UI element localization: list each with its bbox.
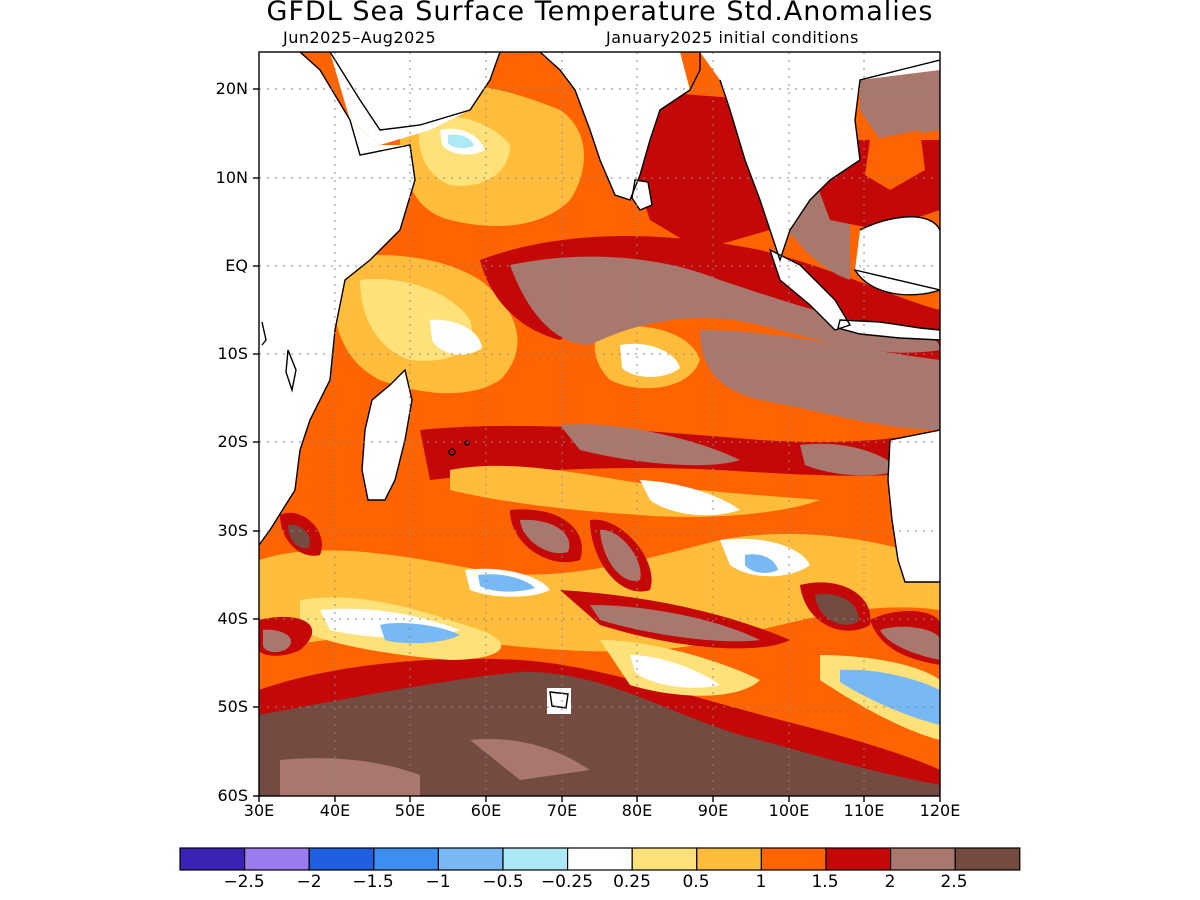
colorbar-label: −1 — [425, 872, 451, 892]
lat-label: 50S — [217, 697, 248, 716]
initial-conditions-subtitle: January2025 initial conditions — [606, 28, 859, 47]
madagascar-land — [362, 370, 412, 500]
forecast-period-subtitle: Jun2025–Aug2025 — [283, 28, 437, 47]
lat-label: 10S — [217, 344, 248, 363]
lat-label: 10N — [215, 168, 248, 187]
australia-land — [888, 430, 940, 582]
colorbar-swatch — [373, 847, 439, 871]
sumatra-land — [770, 250, 850, 330]
lon-label: 60E — [470, 801, 502, 820]
colorbar-swatch — [631, 847, 698, 871]
anomaly-field — [259, 52, 940, 796]
colorbar-label: 0.5 — [682, 872, 710, 892]
lon-label: 120E — [919, 801, 961, 820]
africa-land — [259, 52, 415, 545]
colorbar-label: −0.25 — [540, 872, 594, 892]
colorbar-swatch — [502, 847, 569, 871]
colorbar-label: 2 — [884, 872, 896, 892]
sri-lanka-land — [632, 180, 652, 210]
colorbar — [179, 847, 1021, 871]
lon-label: 80E — [621, 801, 653, 820]
colorbar-label: 1 — [755, 872, 767, 892]
colorbar-swatch — [308, 847, 375, 871]
lat-label: 40S — [217, 609, 248, 628]
lat-label: 60S — [217, 786, 248, 805]
lon-label: 50E — [394, 801, 426, 820]
colorbar-swatch — [566, 847, 633, 871]
colorbar-swatch — [825, 847, 892, 871]
map-grid — [259, 52, 940, 796]
colorbar-label: −2.5 — [223, 872, 265, 892]
coastlines — [259, 52, 940, 709]
lat-label: EQ — [225, 256, 248, 275]
map-frame — [253, 51, 941, 802]
colorbar-label: 0.25 — [613, 872, 651, 892]
lon-label: 40E — [319, 801, 351, 820]
lon-label: 100E — [768, 801, 810, 820]
southern-band-brown — [259, 671, 940, 796]
lat-label: 30S — [217, 521, 248, 540]
chart-title: GFDL Sea Surface Temperature Std.Anomali… — [266, 0, 934, 27]
arabia-land — [330, 52, 500, 145]
lon-label: 90E — [697, 801, 729, 820]
colorbar-swatch — [437, 847, 504, 871]
colorbar-label: −1.5 — [352, 872, 394, 892]
lon-label: 30E — [243, 801, 275, 820]
colorbar-swatch — [889, 847, 956, 871]
indochina-land — [700, 52, 940, 260]
lon-label: 70E — [546, 801, 578, 820]
colorbar-label: −0.5 — [482, 872, 524, 892]
lon-label: 110E — [843, 801, 885, 820]
colorbar-label: 1.5 — [811, 872, 839, 892]
colorbar-swatch — [954, 847, 1021, 871]
colorbar-swatch — [760, 847, 827, 871]
colorbar-swatch — [696, 847, 762, 871]
colorbar-swatch — [244, 847, 310, 871]
lat-label: 20S — [217, 432, 248, 451]
colorbar-label: 2.5 — [940, 872, 968, 892]
lat-label: 20N — [215, 79, 248, 98]
colorbar-swatch — [179, 847, 246, 871]
colorbar-label: −2 — [296, 872, 322, 892]
